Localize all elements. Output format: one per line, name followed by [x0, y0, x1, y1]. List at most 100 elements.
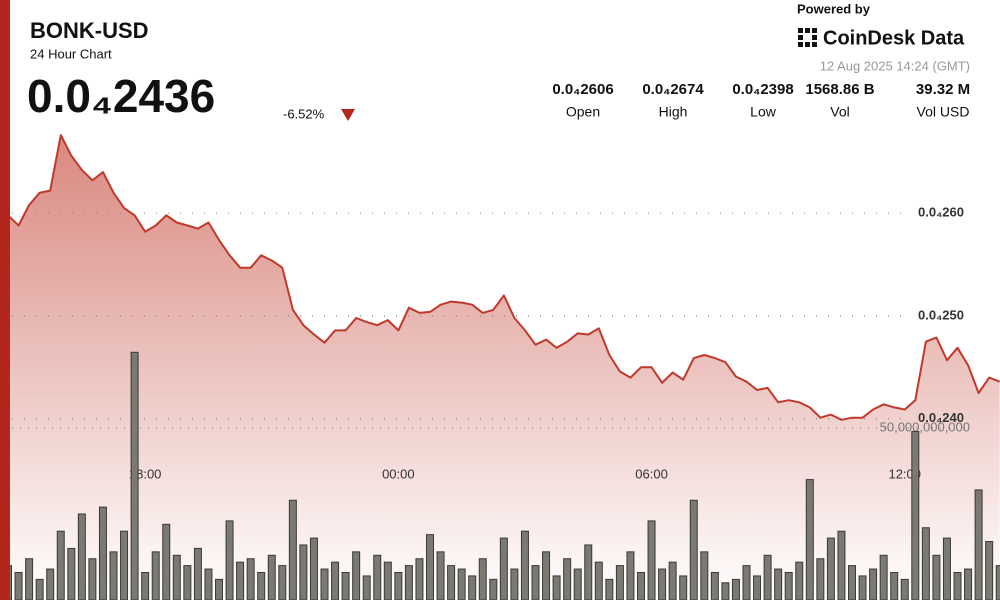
- stat-label: Vol USD: [917, 104, 970, 120]
- volume-bar: [183, 565, 192, 600]
- volume-bar: [774, 568, 783, 600]
- price: 0.0₄2436: [27, 70, 215, 122]
- volume-bar: [436, 551, 445, 600]
- volume-bar: [594, 561, 603, 600]
- y-tick-label: 0.0₄240: [918, 410, 964, 425]
- volume-bar: [457, 568, 466, 600]
- volume-bar: [489, 578, 498, 600]
- stats: 0.0₄2606 Open 0.0₄2674 High 0.0₄2398 Low 1568.…: [552, 81, 970, 120]
- brand: CoinDesk Data: [823, 27, 965, 49]
- volume-bar: [552, 575, 561, 600]
- volume-bar: [172, 554, 181, 600]
- y-tick-label: 0.0₄250: [918, 307, 964, 322]
- volume-bar: [236, 561, 245, 600]
- volume-bar: [67, 547, 76, 600]
- volume-bar: [816, 558, 825, 600]
- volume-bar: [204, 568, 213, 600]
- volume-bar: [879, 554, 888, 600]
- volume-bar: [985, 541, 994, 600]
- volume-bar: [700, 551, 709, 600]
- volume-bar: [795, 561, 804, 600]
- volume-bar: [837, 530, 846, 600]
- volume-bar: [447, 565, 456, 600]
- volume-bar: [848, 565, 856, 600]
- volume-bar: [689, 499, 698, 600]
- volume-bar: [826, 537, 835, 600]
- down-arrow: [341, 109, 355, 121]
- volume-bar: [679, 575, 688, 600]
- volume-bar: [858, 575, 867, 600]
- volume-bar: [805, 479, 814, 600]
- volume-bar: [573, 568, 582, 600]
- volume-bar: [130, 351, 139, 600]
- volume-bar: [995, 565, 1000, 600]
- volume-bar: [404, 565, 413, 600]
- x-tick-label: 00:00: [382, 466, 415, 481]
- volume-bar: [352, 551, 361, 600]
- volume-bar: [257, 571, 266, 600]
- volume-bar: [658, 568, 667, 600]
- volume-bar: [426, 534, 434, 600]
- volume-bar: [331, 561, 340, 600]
- stat-label: Open: [566, 104, 600, 120]
- volume-bar: [731, 578, 740, 600]
- volume-bar: [647, 520, 656, 600]
- volume-bar: [542, 551, 551, 600]
- volume-bar: [637, 571, 645, 600]
- stat-value: 0.0₄2674: [642, 81, 704, 98]
- volume-bar: [605, 578, 614, 600]
- volume-bar: [531, 565, 540, 600]
- volume-bar: [120, 530, 129, 600]
- volume-bar: [942, 537, 951, 600]
- volume-bar: [383, 561, 392, 600]
- volume-bar: [742, 565, 751, 600]
- volume-bar: [964, 568, 973, 600]
- volume-bar: [900, 578, 909, 600]
- powered-by: Powered by: [797, 1, 871, 16]
- volume-bar: [193, 547, 202, 600]
- volume-bar: [499, 537, 508, 600]
- volume-bar: [362, 575, 371, 600]
- volume-bar: [974, 489, 983, 600]
- volume-bar: [468, 575, 477, 600]
- stat-value: 0.0₄2606: [552, 81, 613, 98]
- volume-bar: [869, 568, 878, 600]
- volume-bar: [668, 561, 677, 600]
- accent-bar: [0, 0, 10, 600]
- timestamp: 12 Aug 2025 14:24 (GMT): [820, 58, 970, 73]
- volume-bar: [721, 582, 730, 600]
- volume-bar: [478, 558, 487, 600]
- volume-bar: [320, 568, 329, 600]
- volume-bar: [88, 558, 97, 600]
- volume-bar: [246, 558, 255, 600]
- volume-bar: [932, 554, 941, 600]
- stat-value: 0.0₄2398: [732, 81, 793, 98]
- price-line: [7, 134, 1000, 421]
- volume-bar: [56, 530, 65, 600]
- volume-bar: [109, 551, 118, 600]
- volume-bar: [225, 520, 234, 600]
- volume-bar: [394, 571, 403, 600]
- volume-bar: [753, 575, 762, 600]
- volume-bar: [341, 571, 350, 600]
- volume-bar: [278, 565, 287, 600]
- volume-bar: [25, 558, 34, 600]
- volume-bar: [46, 568, 55, 600]
- volume-bar: [415, 558, 424, 600]
- stat-value: 39.32 M: [916, 81, 970, 98]
- volume-bar: [911, 430, 920, 600]
- change: -6.52%: [283, 106, 325, 121]
- volume-bar: [141, 571, 150, 600]
- x-tick-label: 06:00: [635, 466, 668, 481]
- volume-bar: [162, 523, 171, 600]
- stat-label: Vol: [830, 104, 849, 120]
- volume-bar: [710, 571, 719, 600]
- area: [8, 135, 1000, 600]
- volume-bar: [267, 554, 276, 600]
- volume-bar: [890, 571, 899, 600]
- stat-value: 1568.86 B: [805, 81, 874, 98]
- volume-bar: [626, 551, 635, 600]
- volume-bar: [373, 554, 382, 600]
- volume-bar: [615, 565, 624, 600]
